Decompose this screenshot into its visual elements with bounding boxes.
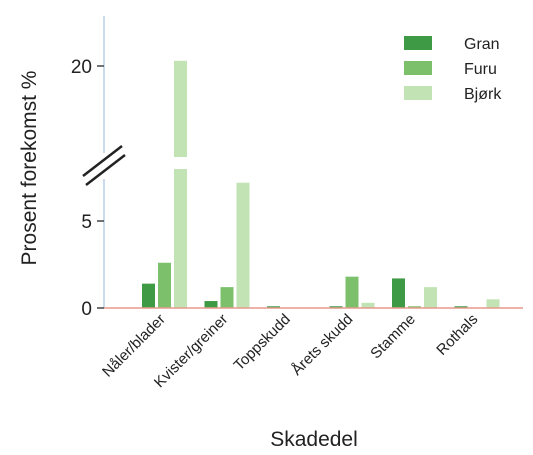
legend-label-bjørk: Bjørk: [464, 86, 502, 103]
bars-group: [142, 60, 500, 308]
axis-break-mark-1: [82, 145, 123, 177]
x-tick-label-5: Rothals: [433, 311, 481, 359]
bar-gran-5: [454, 306, 468, 308]
legend: Gran Furu Bjørk: [404, 36, 502, 103]
x-axis-title: Skadedel: [270, 428, 358, 451]
x-tick-label-0: Nåler/blader: [99, 311, 169, 381]
bar-bjørk-0-lower: [174, 169, 187, 308]
bar-bjørk-5: [486, 299, 500, 308]
legend-label-gran: Gran: [464, 36, 500, 53]
bar-bjørk-3: [361, 302, 375, 308]
x-tick-label-4: Stamme: [367, 311, 419, 363]
bar-gran-3: [329, 306, 343, 308]
y-tick-label-5: 5: [81, 212, 92, 233]
axis-break-mark-2: [85, 154, 126, 186]
x-tick-label-2: Toppskudd: [230, 311, 293, 374]
x-tick-label-3: Årets skudd: [288, 311, 356, 379]
axes-group: [82, 16, 523, 309]
bar-furu-3: [345, 276, 359, 308]
bar-gran-4: [392, 278, 405, 308]
bar-bjørk-4: [424, 287, 437, 308]
legend-swatch-bjørk: [404, 86, 432, 100]
bar-gran-0: [142, 283, 155, 308]
bar-furu-4: [408, 306, 421, 308]
legend-label-furu: Furu: [464, 61, 497, 78]
legend-swatch-gran: [404, 36, 432, 50]
bar-gran-2: [267, 306, 280, 308]
y-tick-label-20: 20: [71, 57, 92, 78]
bar-furu-0: [158, 262, 171, 308]
bar-furu-1: [220, 287, 234, 308]
bar-gran-1: [204, 301, 218, 308]
y-axis-title: Prosent forekomst %: [18, 71, 41, 266]
legend-swatch-furu: [404, 61, 432, 75]
bar-bjørk-1: [236, 182, 250, 308]
y-ticks-group: 0 5 20: [71, 57, 104, 320]
bar-bjørk-0-upper: [174, 60, 187, 157]
y-tick-label-0: 0: [81, 299, 92, 320]
